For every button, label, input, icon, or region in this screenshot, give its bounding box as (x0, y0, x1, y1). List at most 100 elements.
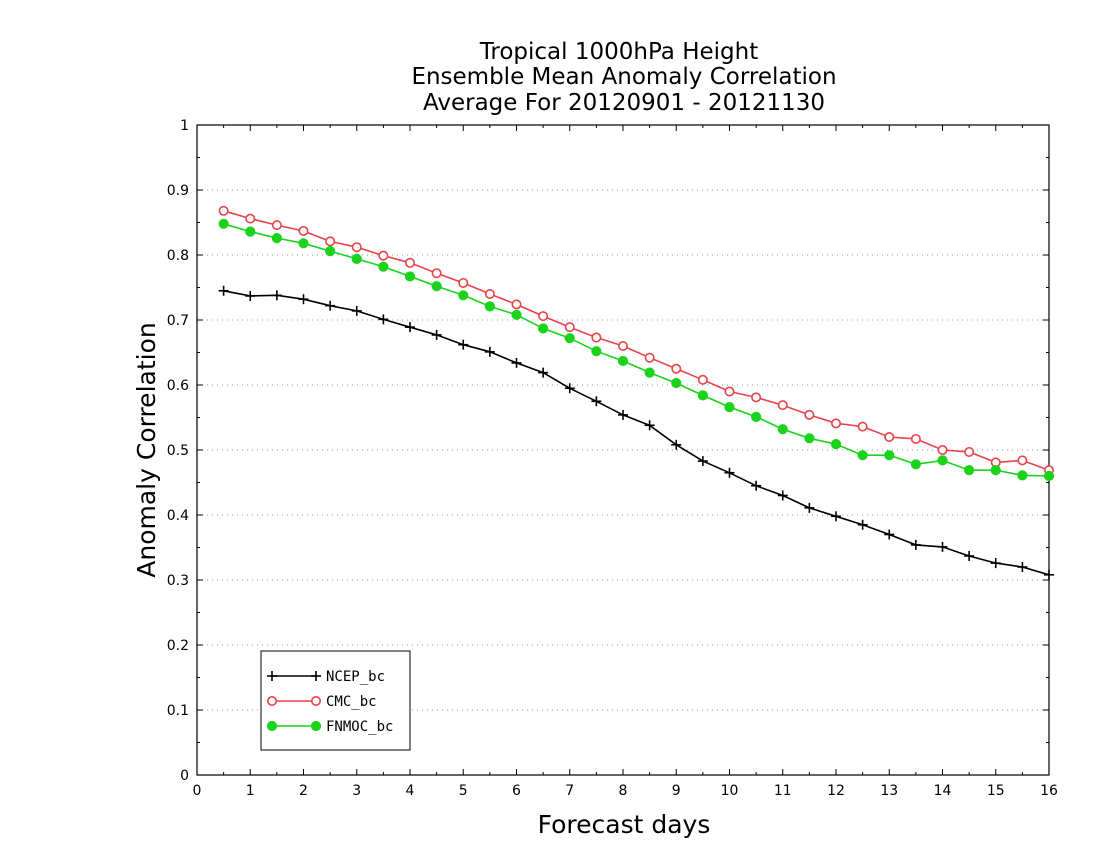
data-point-FNMOC_bc-0 (218, 218, 229, 229)
gridlines (197, 189, 1049, 711)
data-point-NCEP_bc-1 (245, 290, 256, 301)
data-point-FNMOC_bc-6 (378, 261, 389, 272)
x-tick-label-0: 0 (193, 783, 202, 799)
series-line-CMC_bc (223, 210, 1050, 471)
data-point-NCEP_bc-14 (591, 396, 602, 407)
x-tick-label-5: 5 (459, 783, 468, 799)
data-point-CMC_bc-8 (431, 268, 442, 279)
data-point-NCEP_bc-16 (644, 420, 655, 431)
data-point-CMC_bc-10 (484, 288, 495, 299)
x-tick-label-13: 13 (880, 783, 898, 799)
data-point-NCEP_bc-25 (884, 529, 895, 540)
data-point-NCEP_bc-15 (618, 409, 628, 420)
data-point-CMC_bc-2 (271, 220, 282, 231)
legend-label-FNMOC_bc: FNMOC_bc (326, 719, 393, 735)
legend-marker-end-FNMOC_bc (310, 720, 322, 732)
chart-title: Tropical 1000hPa Height Ensemble Mean An… (411, 39, 836, 116)
data-point-FNMOC_bc-31 (1043, 470, 1055, 482)
data-point-FNMOC_bc-2 (271, 233, 282, 244)
y-tick-label-8: 0.8 (167, 248, 189, 264)
y-tick-label-1: 0.1 (167, 703, 189, 719)
data-point-NCEP_bc-6 (378, 314, 389, 325)
data-point-NCEP_bc-28 (964, 550, 975, 561)
series-line-NCEP_bc (223, 290, 1050, 576)
title-line-1: Tropical 1000hPa Height (479, 39, 759, 65)
legend-marker-end-NCEP_bc (311, 671, 321, 681)
data-point-NCEP_bc-7 (405, 322, 415, 333)
data-point-FNMOC_bc-26 (910, 459, 921, 470)
y-tick-label-7: 0.7 (167, 313, 189, 329)
data-point-FNMOC_bc-30 (1017, 470, 1028, 481)
data-point-FNMOC_bc-10 (484, 301, 495, 312)
data-point-CMC_bc-4 (325, 236, 336, 247)
x-axis-ticks: 0 1 2 3 4 5 6 7 8 9 10 11 12 13 14 15 16 (193, 125, 1058, 799)
data-point-FNMOC_bc-5 (351, 253, 362, 264)
data-point-NCEP_bc-2 (271, 290, 282, 301)
data-point-CMC_bc-13 (564, 322, 575, 333)
data-point-CMC_bc-0 (218, 205, 229, 216)
data-point-CMC_bc-30 (1017, 455, 1028, 466)
data-point-NCEP_bc-18 (697, 456, 708, 467)
data-point-NCEP_bc-21 (777, 490, 788, 501)
data-point-FNMOC_bc-12 (538, 323, 549, 334)
data-point-CMC_bc-17 (671, 363, 682, 374)
data-point-CMC_bc-7 (404, 257, 415, 268)
data-point-CMC_bc-9 (458, 277, 469, 288)
data-point-CMC_bc-21 (777, 400, 788, 411)
y-axis-label: Anomaly Correlation (132, 322, 161, 577)
legend-label-CMC_bc: CMC_bc (326, 694, 377, 710)
data-point-FNMOC_bc-11 (511, 309, 522, 320)
x-tick-label-1: 1 (246, 783, 255, 799)
data-point-NCEP_bc-22 (804, 502, 815, 513)
data-point-FNMOC_bc-7 (404, 271, 416, 282)
data-point-FNMOC_bc-3 (298, 238, 309, 249)
data-point-NCEP_bc-12 (538, 367, 549, 378)
data-point-CMC_bc-12 (538, 311, 549, 322)
data-point-NCEP_bc-26 (910, 539, 921, 550)
data-point-FNMOC_bc-29 (990, 465, 1001, 476)
data-point-NCEP_bc-8 (431, 329, 442, 340)
data-point-FNMOC_bc-27 (937, 455, 948, 466)
data-point-CMC_bc-28 (964, 446, 975, 457)
data-point-NCEP_bc-29 (990, 558, 1001, 569)
data-point-FNMOC_bc-1 (245, 226, 256, 237)
data-point-CMC_bc-24 (857, 421, 868, 432)
data-point-FNMOC_bc-23 (830, 439, 842, 450)
title-line-3: Average For 20120901 - 20121130 (423, 90, 825, 116)
data-point-FNMOC_bc-18 (697, 390, 708, 401)
data-point-CMC_bc-25 (884, 431, 895, 442)
data-point-NCEP_bc-9 (458, 339, 469, 350)
data-point-FNMOC_bc-17 (671, 377, 682, 389)
data-point-FNMOC_bc-9 (458, 290, 469, 301)
data-point-CMC_bc-27 (937, 444, 948, 455)
data-point-CMC_bc-1 (245, 213, 256, 224)
y-tick-label-0: 0 (180, 768, 189, 784)
data-point-NCEP_bc-24 (857, 519, 868, 530)
data-series (218, 205, 1055, 580)
x-tick-label-4: 4 (406, 783, 415, 799)
data-point-FNMOC_bc-8 (431, 281, 442, 292)
legend-marker-end-CMC_bc (310, 695, 321, 706)
y-tick-label-4: 0.4 (167, 508, 189, 524)
data-point-FNMOC_bc-4 (325, 246, 336, 257)
x-tick-label-10: 10 (721, 783, 739, 799)
x-tick-label-8: 8 (619, 783, 628, 799)
data-point-NCEP_bc-30 (1017, 562, 1028, 572)
data-point-CMC_bc-6 (378, 250, 389, 261)
x-tick-label-16: 16 (1040, 783, 1058, 799)
data-point-FNMOC_bc-25 (884, 450, 895, 461)
series-NCEP_bc (218, 285, 1054, 580)
data-point-NCEP_bc-11 (511, 357, 522, 368)
data-point-NCEP_bc-0 (218, 285, 229, 296)
x-tick-label-7: 7 (565, 783, 574, 799)
data-point-CMC_bc-20 (751, 392, 762, 403)
data-point-NCEP_bc-17 (671, 439, 682, 450)
x-tick-label-3: 3 (352, 783, 361, 799)
data-point-FNMOC_bc-21 (777, 424, 788, 435)
x-tick-label-9: 9 (672, 783, 681, 799)
y-tick-label-6: 0.6 (167, 378, 189, 394)
x-tick-label-15: 15 (987, 783, 1005, 799)
x-tick-label-2: 2 (299, 783, 308, 799)
y-tick-label-9: 0.9 (167, 183, 189, 199)
